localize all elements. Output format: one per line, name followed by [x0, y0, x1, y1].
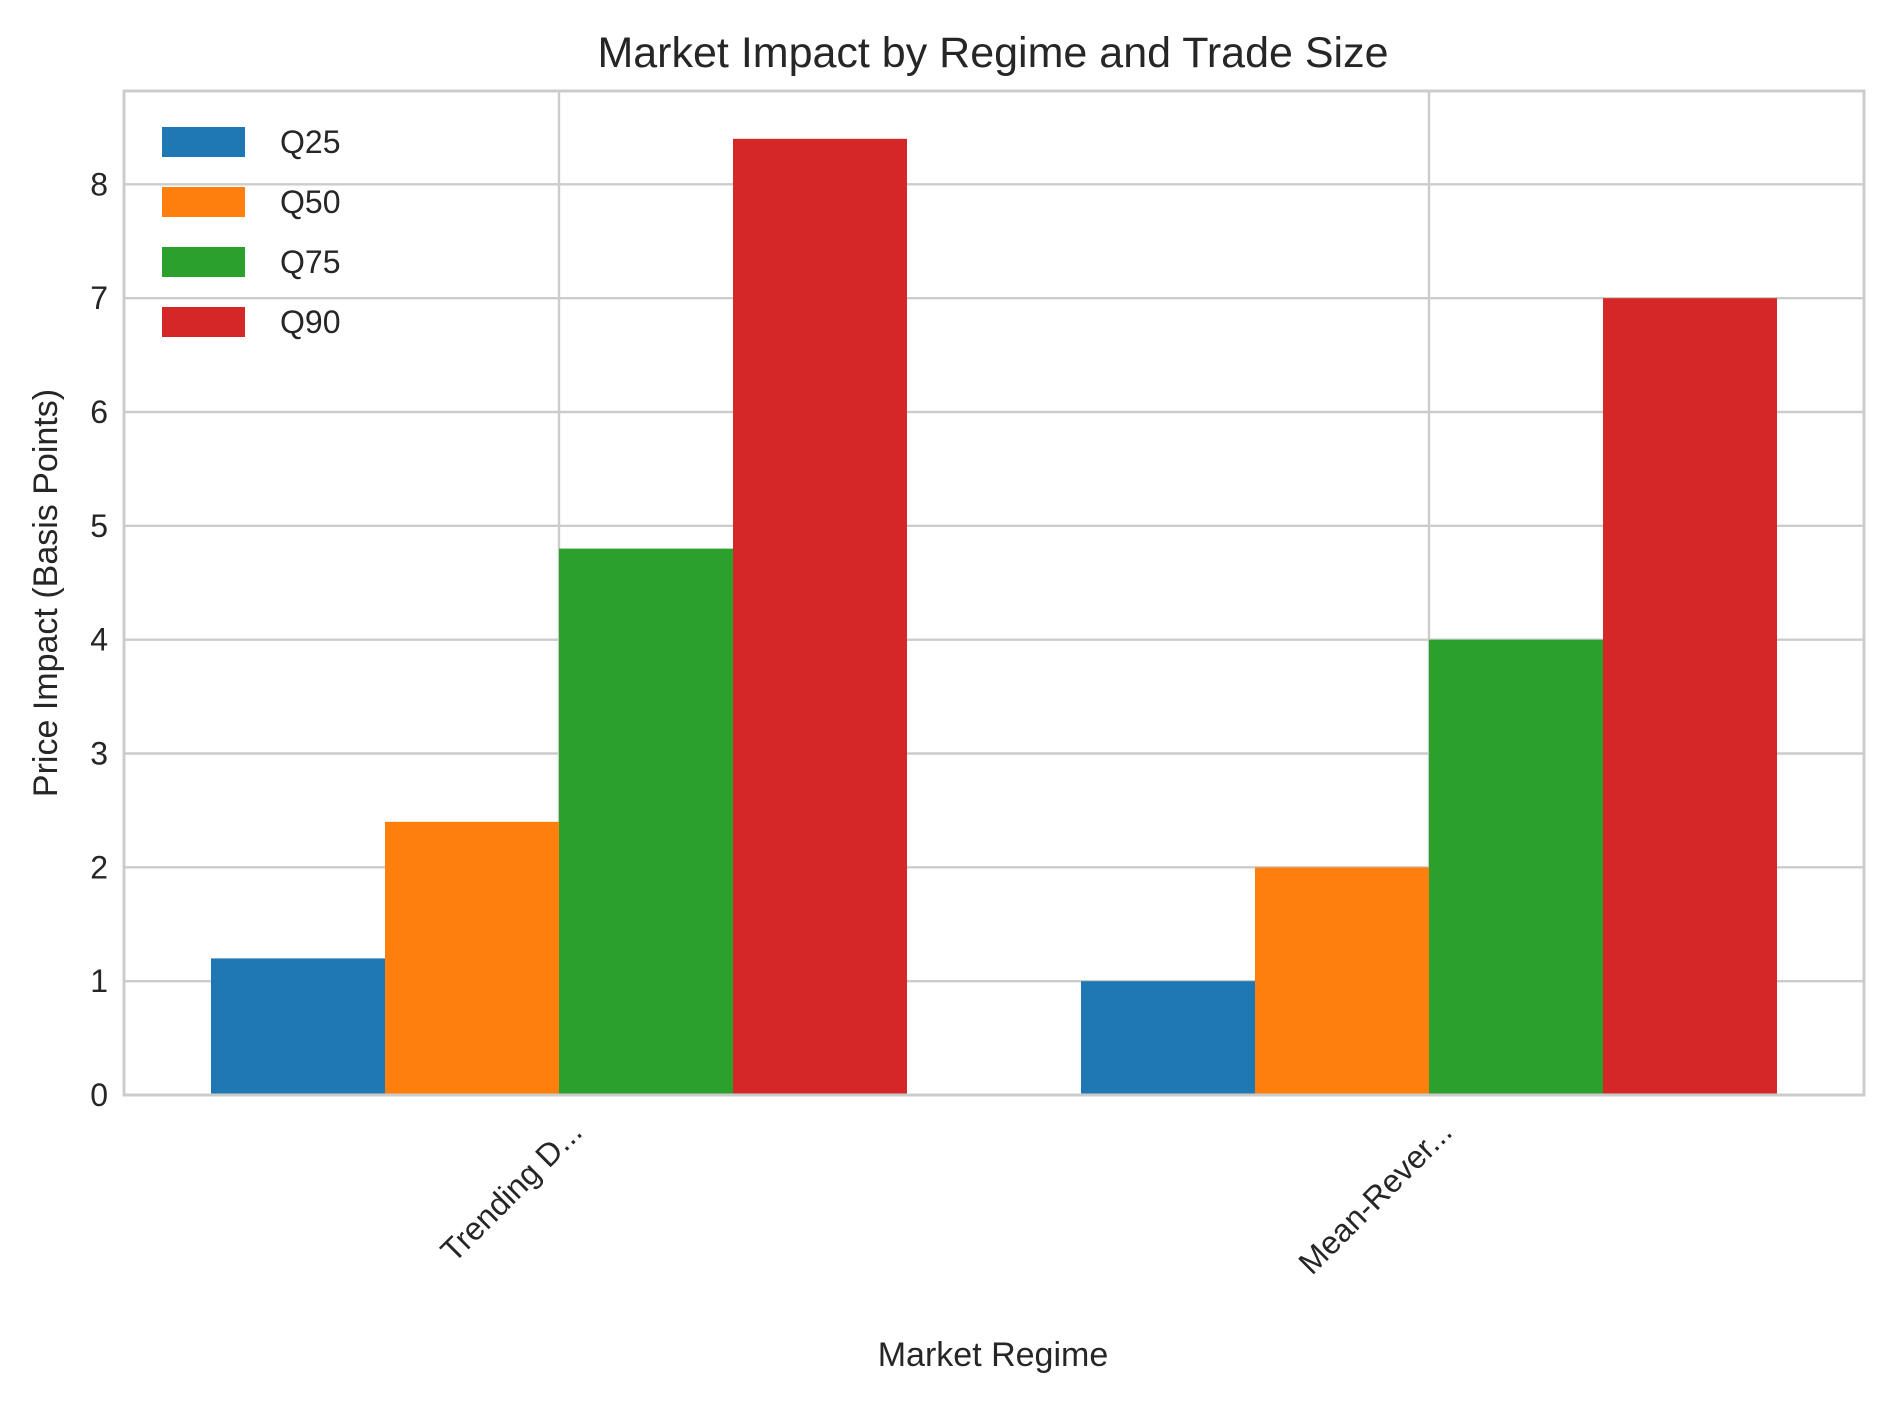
bar-q75: [1429, 639, 1603, 1095]
legend-label-q90: Q90: [280, 304, 340, 340]
x-axis-label: Market Regime: [878, 1336, 1109, 1374]
bar-q75: [559, 548, 733, 1095]
bar-q50: [1255, 867, 1429, 1095]
y-tick-label: 4: [90, 622, 108, 658]
legend-swatch-q90: [162, 307, 245, 337]
legend-swatch-q50: [162, 187, 245, 217]
chart-title: Market Impact by Regime and Trade Size: [597, 29, 1388, 77]
bar-q25: [1081, 981, 1255, 1095]
y-tick-label: 8: [90, 166, 108, 202]
legend-label-q25: Q25: [280, 124, 340, 160]
y-tick-label: 0: [90, 1077, 108, 1113]
y-tick-label: 7: [90, 280, 108, 316]
bars: [211, 138, 1777, 1096]
legend-swatch-q25: [162, 127, 245, 157]
legend-label-q75: Q75: [280, 244, 340, 280]
y-tick-label: 1: [90, 963, 108, 999]
legend-swatch-q75: [162, 247, 245, 277]
bar-q25: [211, 958, 385, 1095]
y-tick-label: 2: [90, 849, 108, 885]
y-tick-label: 6: [90, 394, 108, 430]
y-tick-label: 5: [90, 508, 108, 544]
legend-label-q50: Q50: [280, 184, 340, 220]
bar-q90: [733, 138, 907, 1096]
y-axis-label: Price Impact (Basis Points): [27, 389, 65, 797]
bar-q50: [385, 821, 559, 1095]
legend: Q25 Q50 Q75 Q90: [162, 124, 340, 340]
y-axis-ticks: 0 1 2 3 4 5 6 7 8: [90, 166, 108, 1113]
bar-q90: [1603, 298, 1777, 1096]
y-tick-label: 3: [90, 736, 108, 772]
plot-frame: [122, 89, 1866, 1097]
